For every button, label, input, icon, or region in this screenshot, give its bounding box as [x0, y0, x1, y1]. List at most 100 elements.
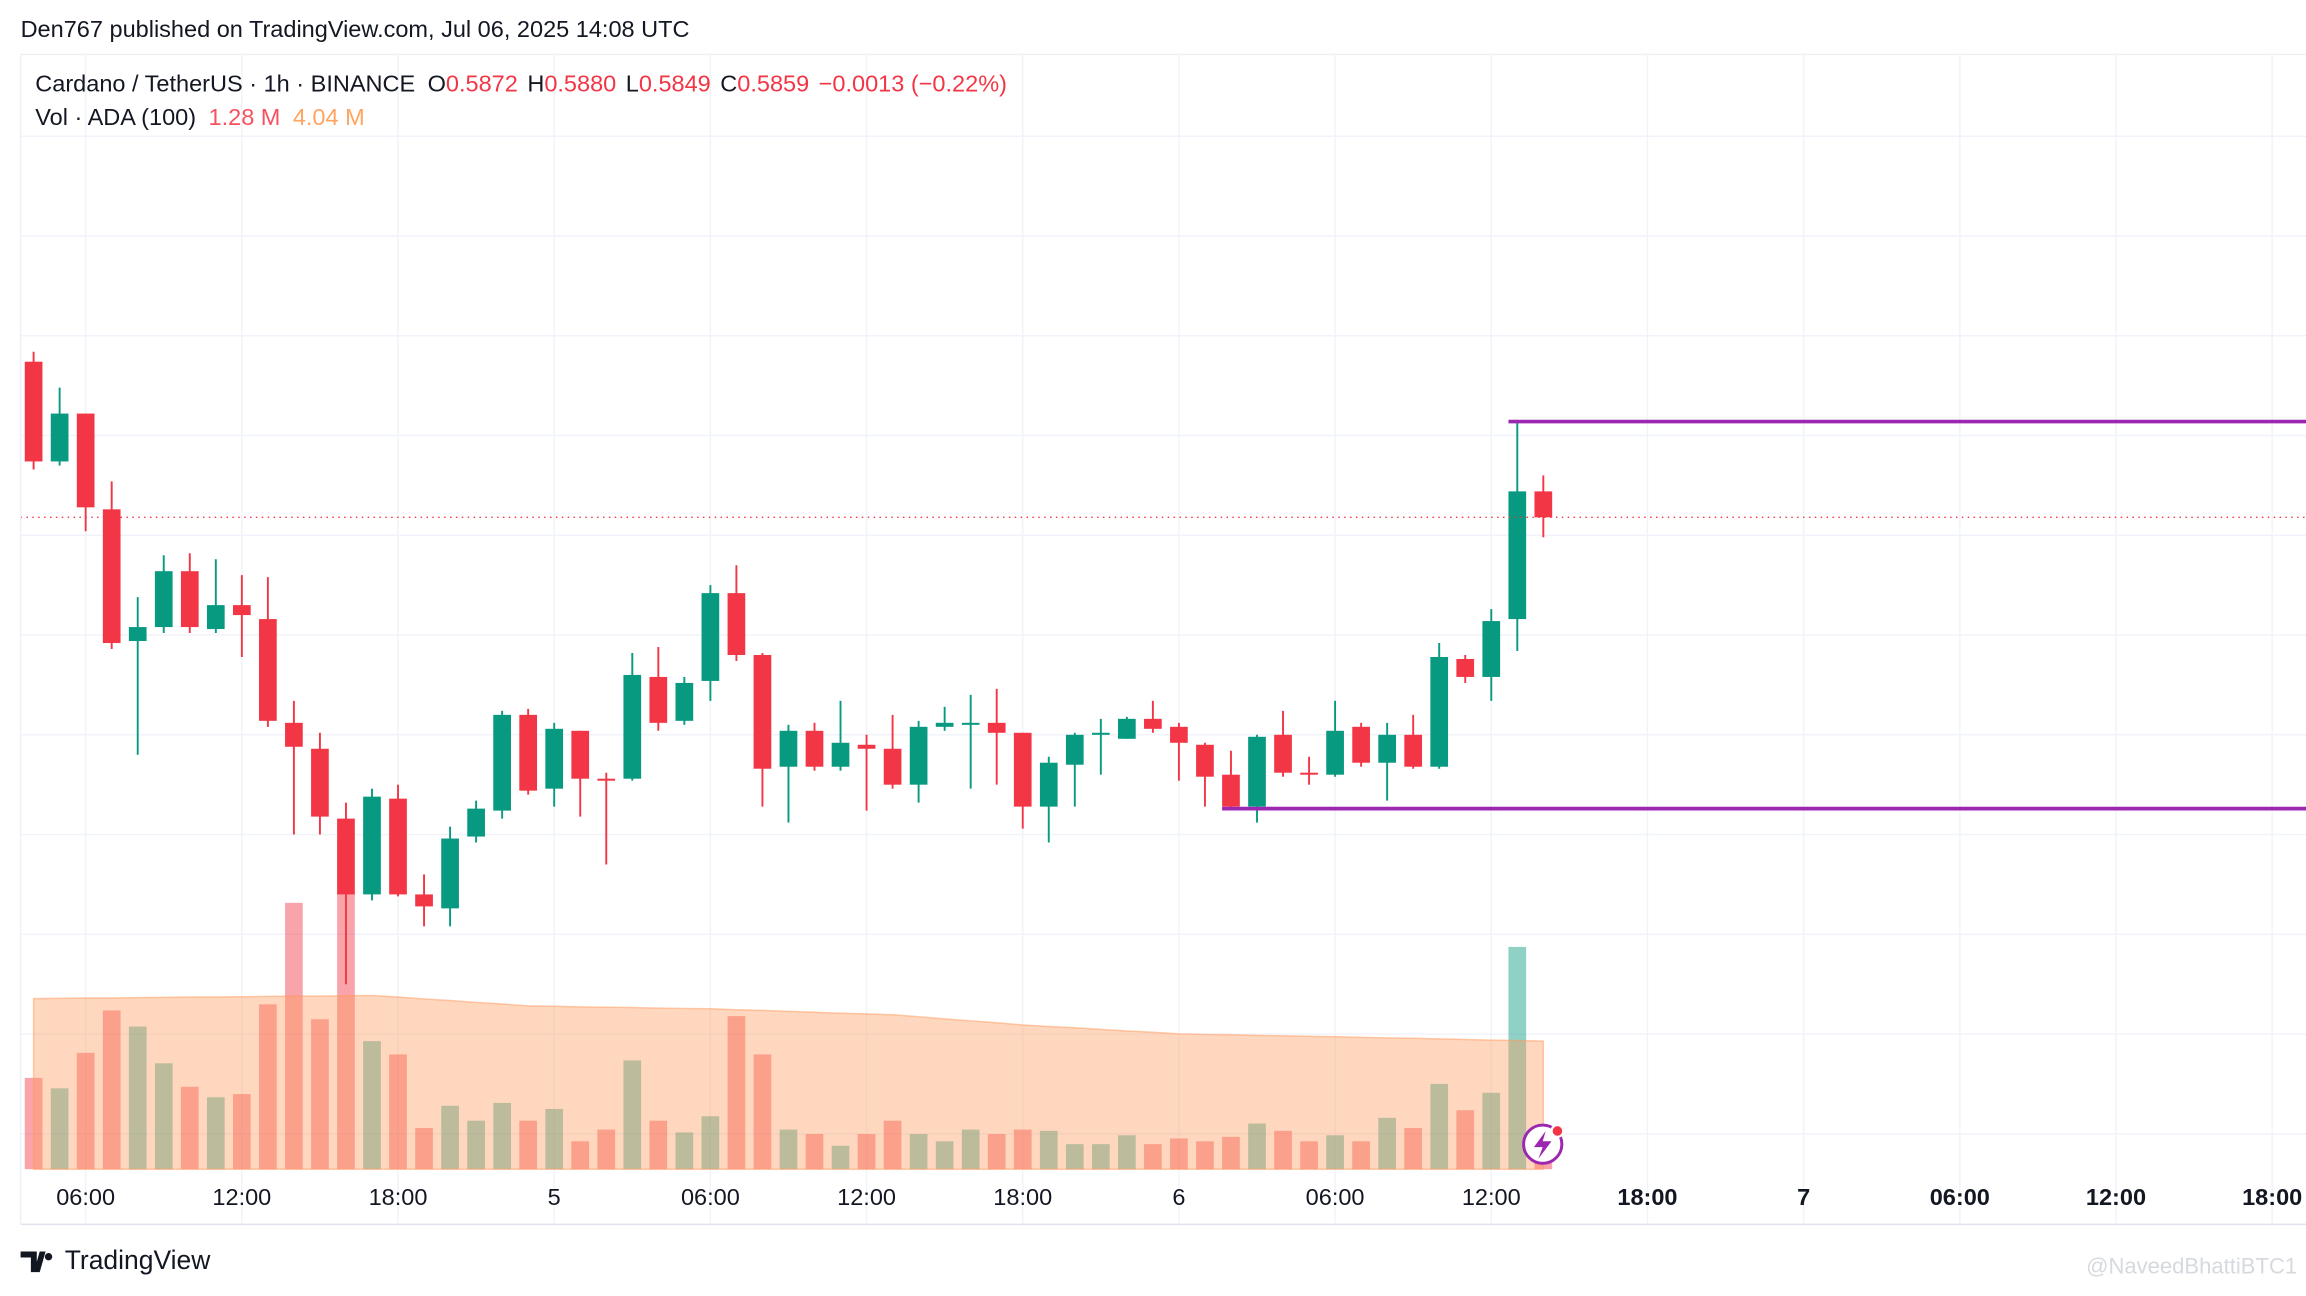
candle-body	[935, 722, 954, 727]
volume-bar	[883, 1120, 902, 1170]
ohlc-key: L	[626, 71, 639, 97]
candle-body	[805, 730, 824, 767]
volume-bar	[363, 1041, 381, 1170]
candle-body	[1039, 762, 1058, 807]
candle-body	[1170, 726, 1188, 743]
volume-bar	[701, 1116, 720, 1170]
candle-body	[1430, 656, 1449, 767]
volume-bar	[1404, 1127, 1423, 1170]
ohlc-value: 0.5880	[544, 71, 616, 97]
candle-body	[883, 748, 902, 785]
volume-bar	[831, 1145, 850, 1170]
candle-body	[50, 413, 69, 462]
candle-body	[779, 730, 798, 767]
candle-body	[467, 808, 485, 837]
x-tick-label: 12:00	[1462, 1184, 1521, 1210]
candle-body	[493, 714, 511, 811]
candle-body	[206, 605, 225, 630]
icon-bolt	[1533, 1130, 1552, 1159]
volume-ma-area	[32, 994, 1545, 1170]
volume-bar	[1222, 1136, 1240, 1170]
volume-bar	[1248, 1123, 1266, 1170]
candle-body	[1352, 726, 1370, 763]
ohlc-value: 0.5859	[737, 71, 809, 97]
change: −0.0013 (−0.22%)	[819, 71, 1007, 97]
overlays	[20, 419, 2306, 811]
volume-bar	[753, 1054, 772, 1170]
candle-body	[1118, 718, 1136, 739]
volume-bar	[597, 1129, 616, 1170]
candle-body	[285, 722, 303, 747]
volume-bar	[1352, 1141, 1370, 1170]
candle-body	[232, 605, 251, 616]
volume-bar	[1456, 1110, 1475, 1170]
volume-bar	[102, 1010, 121, 1170]
volume-bar	[154, 1063, 173, 1170]
volume-bar	[1326, 1135, 1344, 1170]
candle-body	[727, 593, 746, 655]
x-tick-label: 5	[548, 1184, 561, 1210]
candle-body	[597, 778, 616, 781]
volume-bar	[311, 1019, 329, 1170]
volume-bar	[1013, 1129, 1032, 1170]
ohlc-value: 0.5872	[446, 71, 518, 97]
brand-logo	[20, 1251, 53, 1273]
volume-bar	[1118, 1135, 1136, 1170]
candle-body	[1091, 732, 1110, 735]
volume-bar	[727, 1016, 746, 1170]
candle-body	[623, 674, 642, 779]
candle-body	[1065, 734, 1084, 765]
volume-legend: Vol · ADA (100) 1.28 M 4.04 M	[35, 104, 364, 130]
volume-bar	[571, 1141, 590, 1170]
volume-bar	[1196, 1141, 1214, 1170]
published-line: Den767 published on TradingView.com, Jul…	[21, 16, 690, 42]
candle-body	[701, 593, 720, 681]
lightning-icon[interactable]	[1522, 1123, 1565, 1165]
candle-body	[1534, 491, 1553, 518]
volume-bar	[935, 1141, 954, 1170]
volume-title: Vol · ADA (100)	[35, 104, 196, 130]
candle-body	[441, 838, 459, 909]
x-tick-label: 12:00	[212, 1184, 271, 1210]
symbol-legend: Cardano / TetherUS · 1h · BINANCE O0.587…	[35, 71, 1007, 97]
volume-bar	[1430, 1083, 1449, 1170]
volume-bar	[805, 1134, 824, 1170]
volume-bar	[987, 1134, 1006, 1170]
candle-body	[649, 676, 668, 723]
volume-bar	[1091, 1144, 1110, 1170]
x-tick-label: 7	[1797, 1184, 1810, 1210]
volume-bar	[1144, 1144, 1162, 1170]
candle-body	[76, 413, 95, 508]
ohlc-key: C	[720, 71, 737, 97]
volume-bar	[779, 1129, 798, 1170]
candle-body	[857, 744, 876, 749]
volume-value: 1.28 M	[209, 104, 281, 130]
candle-body	[571, 730, 590, 779]
volume-bar	[50, 1088, 69, 1170]
candle-body	[831, 742, 850, 767]
candle-body	[909, 726, 928, 785]
candle-body	[415, 894, 433, 907]
brand: TradingView	[20, 1245, 211, 1275]
volume-bar	[389, 1054, 407, 1170]
volume-bar	[415, 1127, 433, 1170]
volume-bar	[519, 1120, 538, 1170]
candle-body	[1196, 744, 1214, 777]
candle-body	[1274, 734, 1292, 773]
candle-body	[519, 714, 538, 791]
candle-body	[675, 682, 694, 721]
candle-body	[128, 627, 147, 642]
x-tick-label: 18:00	[2242, 1184, 2302, 1210]
volume-bar	[285, 902, 303, 1170]
candle-body	[24, 361, 43, 462]
time-axis: 06:00 12:00 18:00 5 06:00 12:00 18:00 6 06:00 12:…	[56, 1184, 2302, 1210]
volume-bar	[180, 1086, 199, 1170]
candle-body	[753, 654, 772, 769]
volume-ma-value: 4.04 M	[293, 104, 365, 130]
volume-bar	[259, 1004, 277, 1170]
volume-bar	[441, 1105, 459, 1170]
volume-bar	[1274, 1130, 1292, 1170]
x-tick-label: 6	[1172, 1184, 1185, 1210]
